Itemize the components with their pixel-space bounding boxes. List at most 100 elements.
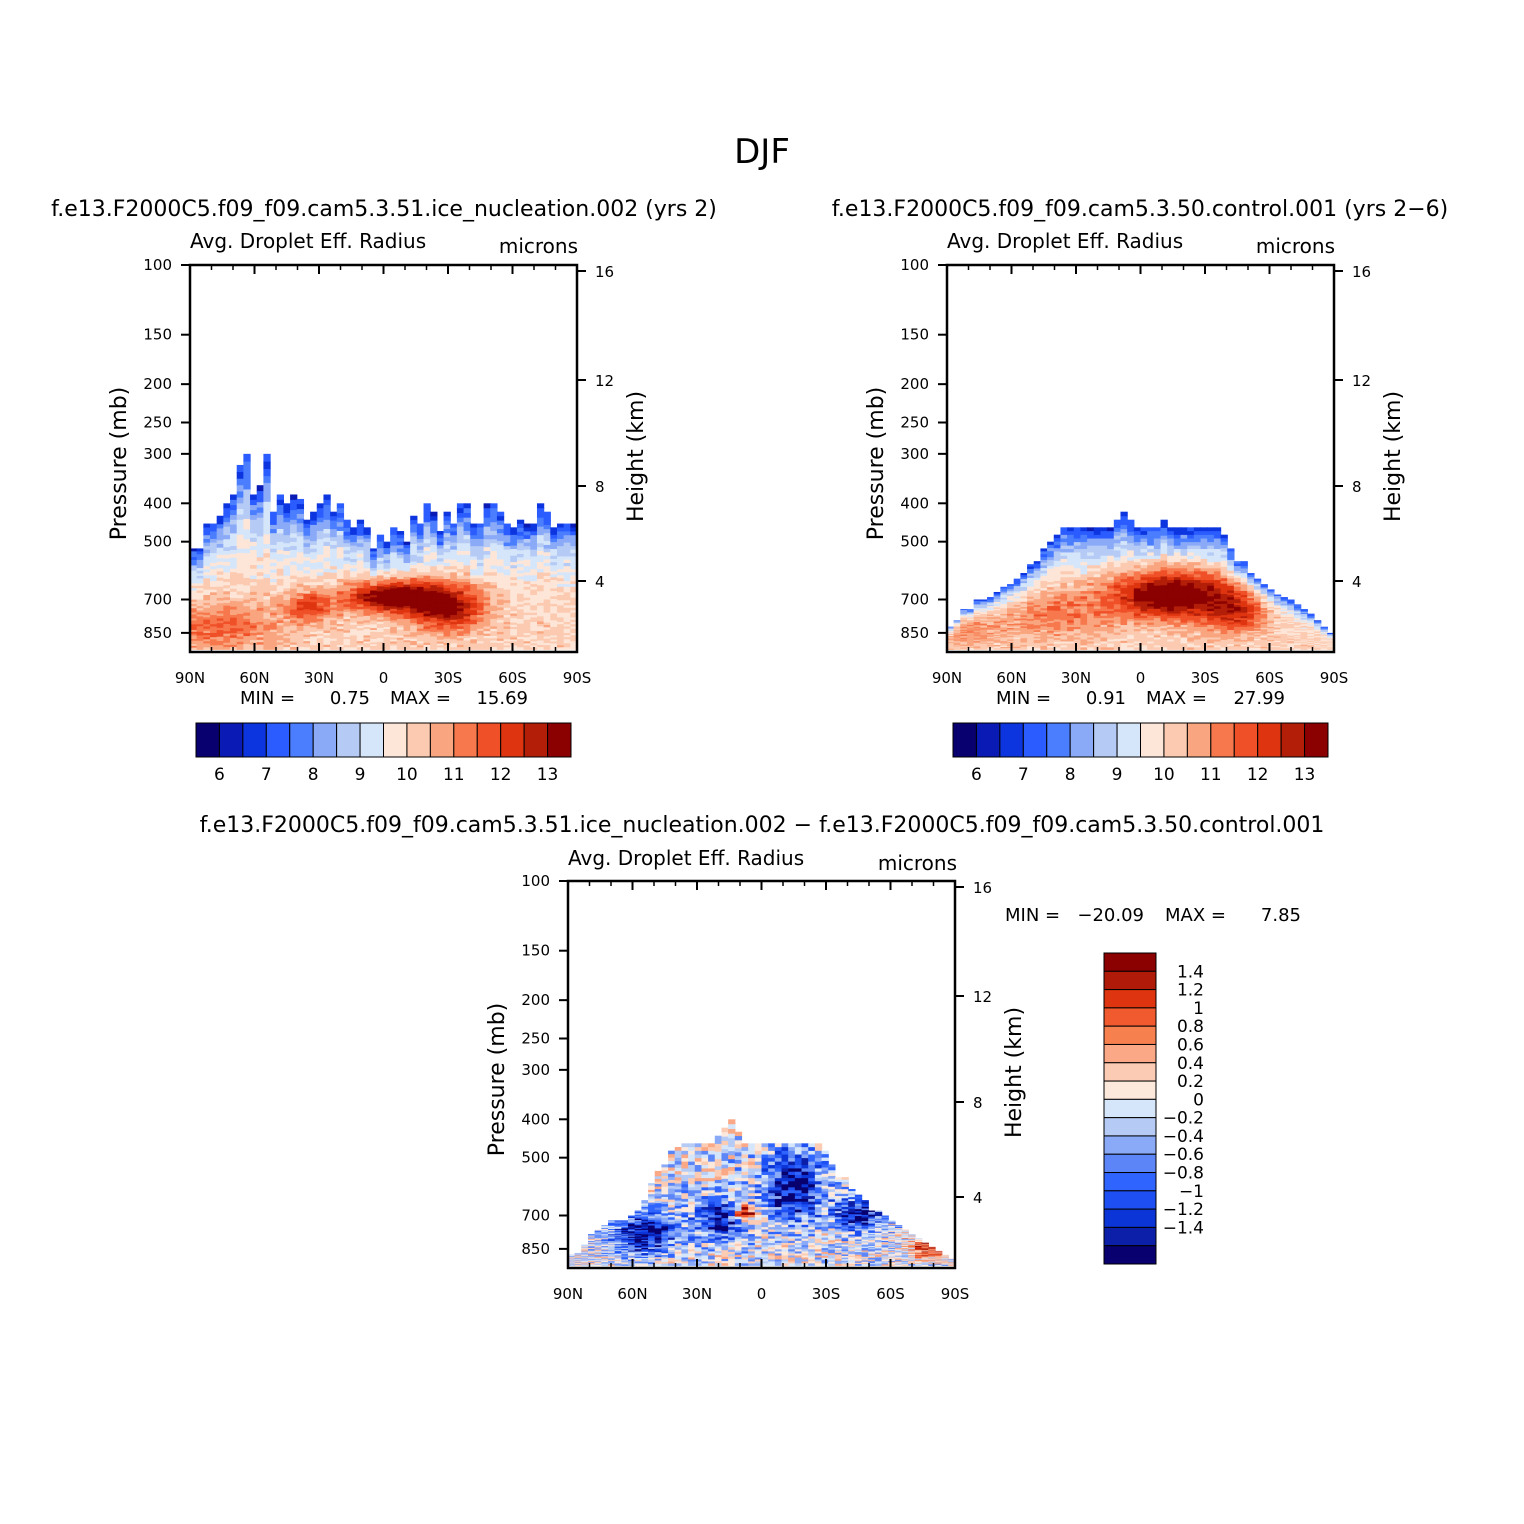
heatmap-cell xyxy=(223,626,231,630)
heatmap-cell xyxy=(456,616,465,620)
heatmap-cell xyxy=(530,542,538,547)
heatmap-cell xyxy=(250,494,258,501)
heatmap-cell xyxy=(430,516,438,522)
heatmap-cell xyxy=(1200,598,1208,603)
heatmap-cell xyxy=(1240,646,1248,649)
heatmap-cell xyxy=(1033,646,1042,649)
heatmap-cell xyxy=(510,571,518,575)
heatmap-cell xyxy=(436,641,445,645)
heatmap-cell xyxy=(1147,611,1155,615)
heatmap-cell xyxy=(283,621,291,625)
heatmap-cell xyxy=(1087,608,1095,612)
heatmap-cell xyxy=(316,513,325,519)
heatmap-cell xyxy=(336,638,345,642)
heatmap-cell xyxy=(196,620,204,623)
heatmap-cell xyxy=(350,613,358,617)
heatmap-cell xyxy=(1227,554,1235,558)
heatmap-cell xyxy=(543,582,551,586)
heatmap-cell xyxy=(1087,606,1095,610)
heatmap-cell xyxy=(483,602,491,607)
heatmap-cell xyxy=(1153,542,1162,547)
heatmap-cell xyxy=(1167,565,1175,569)
heatmap-cell xyxy=(967,609,975,611)
heatmap-cell xyxy=(410,605,418,610)
heatmap-cell xyxy=(516,543,525,548)
colorbar-swatch xyxy=(406,722,431,758)
heatmap-cell xyxy=(503,641,511,644)
heatmap-cell xyxy=(256,531,264,538)
heatmap-cell xyxy=(570,586,578,591)
heatmap-cell xyxy=(1233,635,1242,638)
heatmap-cell xyxy=(296,552,305,557)
heatmap-cell xyxy=(363,549,371,554)
heatmap-cell xyxy=(1040,588,1048,592)
heatmap-cell xyxy=(310,541,318,546)
heatmap-cell xyxy=(1187,611,1195,615)
heatmap-cell xyxy=(1073,647,1082,650)
heatmap-cell xyxy=(250,528,258,534)
heatmap-cell xyxy=(1060,633,1068,637)
heatmap-cell xyxy=(496,541,505,546)
heatmap-cell xyxy=(1173,647,1182,650)
heatmap-cell xyxy=(1233,573,1242,577)
heatmap-cell xyxy=(1100,531,1108,536)
heatmap-cell xyxy=(550,629,558,632)
heatmap-cell xyxy=(470,575,478,579)
heatmap-cell xyxy=(1107,552,1115,557)
heatmap-cell xyxy=(1013,648,1021,650)
heatmap-cell xyxy=(383,551,391,555)
heatmap-cell xyxy=(960,618,968,621)
heatmap-cell xyxy=(396,581,405,586)
heatmap-cell xyxy=(1233,619,1242,623)
heatmap-cell xyxy=(236,639,244,643)
heatmap-cell xyxy=(490,618,498,623)
heatmap-cell xyxy=(356,527,365,533)
heatmap-cell xyxy=(1147,582,1155,587)
heatmap-cell xyxy=(263,507,271,515)
heatmap-cell xyxy=(470,617,478,621)
heatmap-cell xyxy=(190,639,198,642)
heatmap-cell xyxy=(556,630,565,634)
heatmap-cell xyxy=(1180,549,1188,554)
heatmap-cell xyxy=(563,617,571,621)
heatmap-cell xyxy=(510,542,518,547)
heatmap-cell xyxy=(1220,544,1228,549)
heatmap-cell xyxy=(1180,627,1188,630)
heatmap-cell xyxy=(1260,618,1268,621)
heatmap-cell xyxy=(1020,577,1028,580)
heatmap-cell xyxy=(993,612,1001,615)
heatmap-cell xyxy=(556,562,565,567)
heatmap-cell xyxy=(1040,610,1048,614)
heatmap-cell xyxy=(1233,646,1242,649)
heatmap-cell xyxy=(243,548,251,554)
heatmap-cell xyxy=(1200,562,1208,566)
heatmap-cell xyxy=(223,591,231,595)
heatmap-cell xyxy=(356,614,365,618)
heatmap-cell xyxy=(1253,626,1262,629)
heatmap-cell xyxy=(483,633,491,637)
heatmap-cell xyxy=(1047,645,1055,649)
heatmap-cell xyxy=(350,635,358,639)
panel-b-heatmap xyxy=(947,511,1335,650)
heatmap-cell xyxy=(1193,545,1202,550)
heatmap-cell xyxy=(973,618,981,621)
heatmap-cell xyxy=(1113,519,1122,525)
heatmap-cell xyxy=(1073,534,1082,540)
heatmap-cell xyxy=(1160,621,1168,625)
heatmap-cell xyxy=(1047,636,1055,640)
heatmap-cell xyxy=(1073,582,1082,587)
heatmap-cell xyxy=(330,552,338,557)
heatmap-cell xyxy=(980,621,988,624)
heatmap-cell xyxy=(1200,606,1208,610)
heatmap-cell xyxy=(1127,557,1135,562)
heatmap-cell xyxy=(263,561,271,567)
heatmap-cell xyxy=(483,631,491,635)
heatmap-cell xyxy=(396,534,405,539)
heatmap-cell xyxy=(1253,608,1262,611)
heatmap-cell xyxy=(1067,542,1075,547)
heatmap-cell xyxy=(196,551,204,555)
heatmap-cell xyxy=(1260,608,1268,611)
heatmap-cell xyxy=(1260,594,1268,597)
heatmap-cell xyxy=(316,503,325,509)
heatmap-cell xyxy=(470,546,478,551)
